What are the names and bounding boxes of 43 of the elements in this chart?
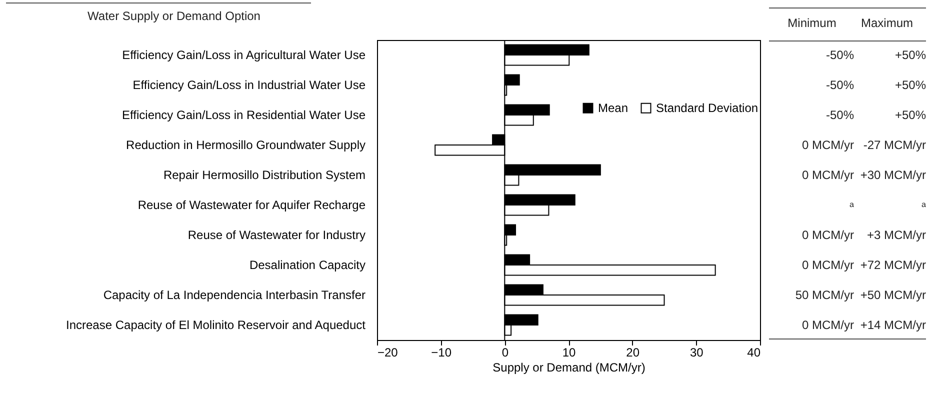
y-tick-label: Desalination Capacity — [249, 258, 366, 272]
y-tick-label: Capacity of La Independencia Interbasin Transfer — [103, 288, 366, 302]
y-tick-label: Repair Hermosillo Distribution System — [163, 168, 366, 182]
x-tick-label: 20 — [626, 346, 640, 360]
text: -27 MCM/yr — [863, 138, 926, 152]
legend-label: Mean — [598, 101, 628, 116]
text: Maximum — [860, 16, 914, 30]
text: 50 MCM/yr — [795, 288, 854, 302]
text: 0 MCM/yr — [802, 318, 854, 332]
x-tick-label: −20 — [378, 346, 398, 360]
y-tick-label: Efficiency Gain/Loss in Residential Water Use — [122, 108, 366, 122]
text: +50% — [894, 108, 926, 122]
text: 0 MCM/yr — [802, 258, 854, 272]
x-tick-label: −10 — [431, 346, 452, 360]
text: Water Supply or Demand Option — [88, 9, 260, 23]
x-axis-title: Supply or Demand (MCM/yr) — [492, 360, 646, 374]
text: 0 MCM/yr — [802, 228, 854, 242]
y-tick-label: Efficiency Gain/Loss in Industrial Water Use — [132, 78, 366, 92]
text: +72 MCM/yr — [860, 258, 926, 272]
text: 0 MCM/yr — [802, 168, 854, 182]
x-tick-label: 0 — [502, 346, 509, 360]
text: +14 MCM/yr — [860, 318, 926, 332]
x-tick-label: 40 — [747, 346, 761, 360]
x-tick-label: 10 — [562, 346, 576, 360]
legend-label: Standard Deviation — [656, 101, 758, 116]
y-tick-label: Reduction in Hermosillo Groundwater Supply — [126, 138, 366, 152]
y-tick-label: Efficiency Gain/Loss in Agricultural Water Use — [122, 48, 366, 62]
text: +50% — [894, 48, 926, 62]
y-tick-label: Reuse of Wastewater for Industry — [188, 228, 366, 242]
text: -50% — [826, 108, 854, 122]
text: a — [850, 200, 855, 209]
text: +30 MCM/yr — [860, 168, 926, 182]
text: -50% — [826, 48, 854, 62]
text: a — [922, 200, 927, 209]
text: -50% — [826, 78, 854, 92]
y-tick-label: Increase Capacity of El Molinito Reservoir and Aqueduct — [66, 318, 366, 332]
text: 0 MCM/yr — [802, 138, 854, 152]
y-tick-label: Reuse of Wastewater for Aquifer Recharge — [138, 198, 366, 212]
text: +3 MCM/yr — [866, 228, 926, 242]
text: +50% — [894, 78, 926, 92]
text: +50 MCM/yr — [860, 288, 926, 302]
x-tick-label: 30 — [690, 346, 704, 360]
text: Minimum — [788, 16, 836, 30]
